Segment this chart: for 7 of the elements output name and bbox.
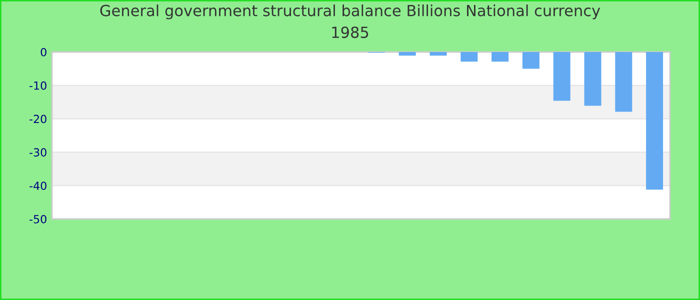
y-tick-label: -20 (30, 114, 46, 124)
y-tick-label: -30 (30, 148, 46, 157)
y-tick-label: -10 (30, 81, 46, 90)
chart-title: General government structural balance Billions National currency 1985 (100, 4, 600, 38)
y-tick-label: -50 (30, 214, 46, 224)
y-tick-label: 0 (40, 48, 46, 56)
y-tick-label: -40 (30, 182, 46, 190)
